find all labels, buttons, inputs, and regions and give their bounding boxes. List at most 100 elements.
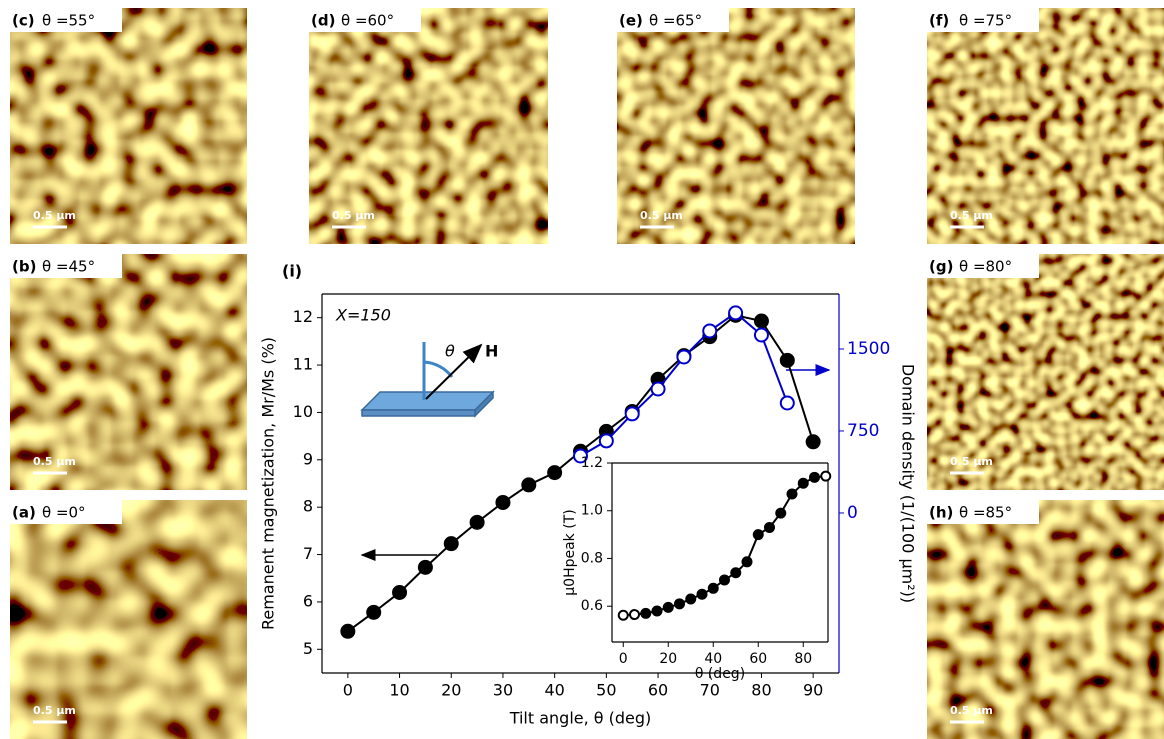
marker: [443, 536, 459, 552]
marker: [764, 521, 775, 533]
y-tick-label: 12: [293, 307, 313, 326]
y-tick-label: 10: [293, 402, 313, 421]
y-tick-label: 11: [293, 355, 313, 374]
annotation: X=150: [335, 306, 391, 325]
panel-tag: (b): [12, 258, 36, 276]
label-box: [10, 8, 122, 32]
label-box: [309, 8, 421, 32]
marker: [629, 609, 640, 621]
label-box: [10, 254, 122, 278]
x-tick-label: 80: [794, 651, 812, 667]
marker: [786, 488, 798, 500]
afm-image: [309, 8, 548, 244]
label-box: [927, 8, 1039, 32]
marker: [366, 604, 382, 620]
marker: [719, 574, 730, 586]
marker: [797, 477, 809, 489]
panel-caption: θ =65°: [649, 12, 702, 30]
y-tick-label: 1.0: [581, 503, 603, 519]
marker: [617, 609, 629, 621]
marker: [752, 529, 764, 541]
panel-caption: θ =45°: [42, 258, 95, 276]
y-tick-label: 7: [303, 544, 313, 563]
x-tick-label: 40: [544, 681, 564, 700]
x-tick-label: 60: [648, 681, 668, 700]
scale-bar-label: 0.5 μm: [950, 455, 993, 468]
marker: [598, 433, 614, 449]
marker: [775, 507, 787, 519]
scale-bar-label: 0.5 μm: [640, 209, 683, 222]
x-axis-label: θ (deg): [695, 666, 745, 682]
y-tick-label: 1.2: [581, 455, 603, 471]
y-tick-label: 6: [303, 591, 313, 610]
x-tick-label: 20: [659, 651, 677, 667]
x-tick-label: 60: [749, 651, 767, 667]
marker: [728, 305, 744, 321]
panel-tag: (a): [12, 504, 36, 522]
scale-bar-label: 0.5 μm: [33, 209, 76, 222]
schematic: [360, 342, 495, 418]
panel-caption: θ =85°: [959, 504, 1012, 522]
marker: [340, 623, 356, 639]
x-axis-label: Tilt angle, θ (deg): [509, 709, 652, 728]
label-box: [617, 8, 729, 32]
x-tick-label: 50: [596, 681, 616, 700]
panel-caption: θ =60°: [341, 12, 394, 30]
marker: [753, 313, 769, 329]
marker: [392, 584, 408, 600]
panel-tag: (f): [929, 12, 949, 30]
y-tick-label: 0.6: [581, 598, 603, 614]
x-tick-label: 20: [441, 681, 461, 700]
marker: [685, 593, 697, 605]
scale-bar-label: 0.5 μm: [950, 209, 993, 222]
marker: [820, 470, 832, 482]
marker: [624, 406, 640, 422]
x-tick-label: 0: [343, 681, 353, 700]
y-axis-label: μ0Hpeak (T): [562, 509, 578, 595]
marker: [676, 349, 692, 365]
x-tick-label: 90: [803, 681, 823, 700]
scale-bar-label: 0.5 μm: [332, 209, 375, 222]
y-axis-label: Remanent magnetization, Mr/Ms (%): [259, 337, 278, 630]
marker: [730, 567, 742, 579]
panel-tag: (d): [311, 12, 335, 30]
x-tick-label: 70: [700, 681, 720, 700]
marker: [809, 471, 820, 483]
panel-tag: (i): [282, 262, 302, 281]
panel-tag: (e): [619, 12, 643, 30]
panel-tag: (h): [929, 504, 953, 522]
marker: [650, 381, 666, 397]
y2-axis-label: Domain density (1/(100 μm²)): [899, 364, 918, 603]
marker: [640, 607, 652, 619]
y-tick-label: 9: [303, 449, 313, 468]
marker: [662, 601, 674, 613]
marker: [707, 582, 719, 594]
x-tick-label: 30: [493, 681, 513, 700]
y-tick-label: 5: [303, 639, 313, 658]
scale-bar-label: 0.5 μm: [950, 704, 993, 717]
marker: [417, 559, 433, 575]
y2-tick-label: 0: [847, 503, 858, 523]
marker: [521, 477, 537, 493]
panel-caption: θ =80°: [959, 258, 1012, 276]
afm-image: [10, 254, 247, 490]
panel-caption: θ =55°: [42, 12, 95, 30]
afm-image: [927, 8, 1164, 244]
label-box: [927, 500, 1039, 524]
marker: [674, 598, 685, 610]
marker: [469, 514, 485, 530]
panel-tag: (c): [12, 12, 35, 30]
marker: [495, 494, 511, 510]
marker: [573, 448, 588, 464]
panel-caption: θ =0°: [42, 504, 86, 522]
y-tick-label: 0.8: [581, 550, 603, 566]
marker: [779, 395, 795, 411]
afm-image: [927, 500, 1164, 739]
marker: [547, 465, 563, 481]
y-tick-label: 8: [303, 497, 313, 516]
panel-tag: (g): [929, 258, 953, 276]
annotation: H: [485, 342, 498, 361]
y2-tick-label: 750: [847, 421, 879, 441]
afm-image: [927, 254, 1164, 490]
